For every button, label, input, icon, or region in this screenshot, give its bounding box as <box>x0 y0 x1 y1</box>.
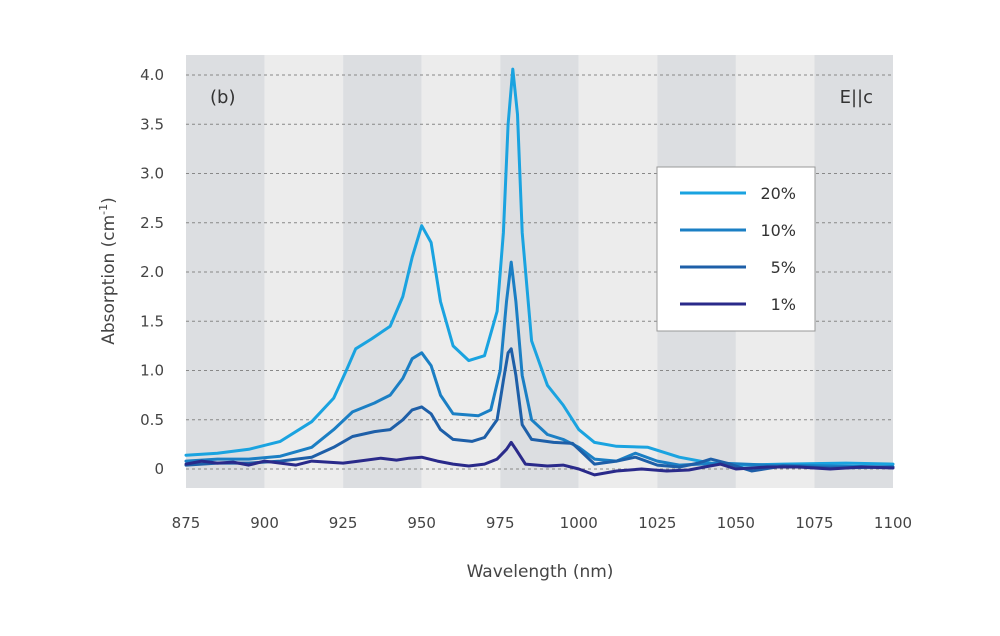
x-tick-label: 1075 <box>795 514 833 532</box>
x-tick-label: 875 <box>172 514 201 532</box>
x-axis-title: Wavelength (nm) <box>467 562 614 582</box>
legend: 20% 10% 5% 1% <box>656 166 816 332</box>
series-line-1pct <box>184 440 895 477</box>
y-tick-label: 2.5 <box>140 214 164 232</box>
legend-label: 1% <box>771 295 796 314</box>
legend-items: 20% 10% 5% 1% <box>680 184 796 314</box>
y-tick-label: 0 <box>154 460 164 478</box>
y-axis-title-end: ) <box>99 197 119 204</box>
series-line-10pct <box>184 260 895 469</box>
panel-label: (b) <box>210 87 235 108</box>
series-line-5pct <box>184 347 895 473</box>
series-line-20pct <box>184 67 895 467</box>
legend-label: 20% <box>760 184 796 203</box>
x-tick-label: 900 <box>250 514 279 532</box>
y-tick-label: 4.0 <box>140 66 164 84</box>
series-lines <box>184 67 895 477</box>
y-tick-label: 3.5 <box>140 115 164 133</box>
x-tick-label: 1000 <box>560 514 598 532</box>
y-axis-title: Absorption (cm-1) <box>97 197 119 345</box>
y-axis-title-main: Absorption (cm <box>99 215 119 345</box>
y-tick-label: 0.5 <box>140 411 164 429</box>
y-axis-title-sup: -1 <box>97 204 110 215</box>
x-tick-label: 925 <box>329 514 358 532</box>
y-tick-label: 1.0 <box>140 362 164 380</box>
y-tick-labels: 0 0.5 1.0 1.5 2.0 2.5 3.0 3.5 4.0 <box>140 66 164 478</box>
x-tick-label: 1100 <box>874 514 912 532</box>
y-tick-label: 1.5 <box>140 312 164 330</box>
y-tick-label: 2.0 <box>140 263 164 281</box>
x-tick-label: 1050 <box>717 514 755 532</box>
polarization-label: E||c <box>840 87 873 108</box>
x-tick-label: 950 <box>407 514 436 532</box>
legend-label: 5% <box>771 258 796 277</box>
x-tick-labels: 875 900 925 950 975 1000 1025 1050 1075 1100 <box>172 514 912 532</box>
x-tick-label: 1025 <box>638 514 676 532</box>
x-tick-label: 975 <box>486 514 515 532</box>
y-tick-label: 3.0 <box>140 165 164 183</box>
legend-label: 10% <box>760 221 796 240</box>
